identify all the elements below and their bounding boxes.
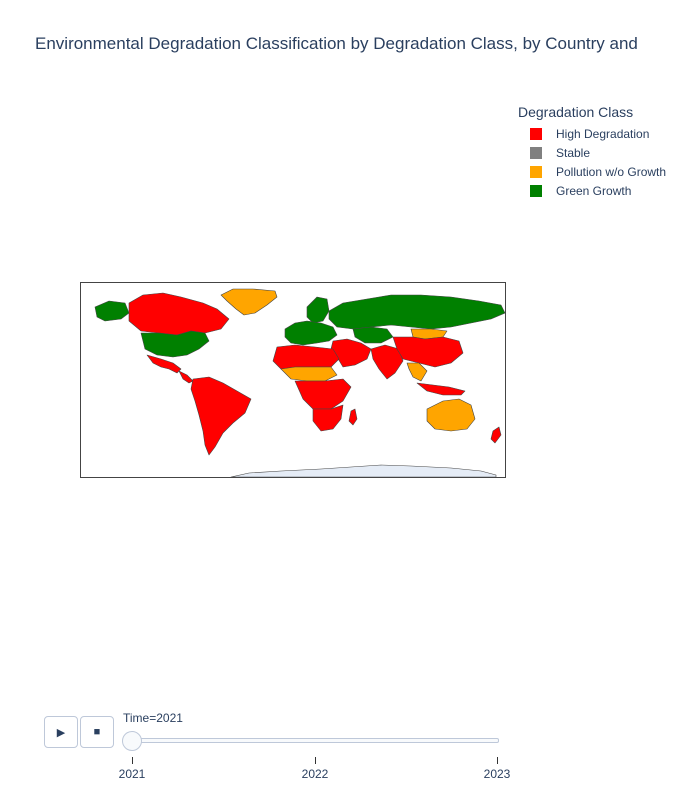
region-southern-africa[interactable] xyxy=(312,404,344,432)
slider-handle[interactable] xyxy=(122,731,142,751)
play-icon: ▶ xyxy=(56,726,66,739)
region-russia[interactable] xyxy=(328,294,505,330)
slider-step-2021[interactable]: 2021 xyxy=(118,767,146,781)
world-map[interactable] xyxy=(80,282,506,478)
legend-item-pollution-without-growth[interactable]: Pollution w/o Growth xyxy=(530,162,666,181)
region-indonesia[interactable] xyxy=(416,382,466,396)
region-mexico[interactable] xyxy=(146,354,182,374)
region-alaska[interactable] xyxy=(94,300,130,322)
region-europe[interactable] xyxy=(284,320,338,346)
stop-button[interactable]: ■ xyxy=(80,716,114,748)
region-scandinavia[interactable] xyxy=(306,296,330,324)
legend-label: Green Growth xyxy=(556,183,632,198)
slider-tick xyxy=(497,757,498,764)
legend-swatch-stable xyxy=(530,146,542,159)
legend-item-stable[interactable]: Stable xyxy=(530,143,666,162)
region-antarctica[interactable] xyxy=(230,464,497,477)
region-new-zealand[interactable] xyxy=(490,426,502,444)
legend-title: Degradation Class xyxy=(518,104,634,120)
region-china[interactable] xyxy=(392,336,464,368)
region-canada[interactable] xyxy=(128,292,230,336)
chart-title: Environmental Degradation Classification… xyxy=(35,34,638,53)
slider-step-2022[interactable]: 2022 xyxy=(301,767,329,781)
region-north-africa[interactable] xyxy=(272,344,340,370)
slider-tick xyxy=(315,757,316,764)
region-central-america[interactable] xyxy=(178,370,194,384)
legend-item-high-degradation[interactable]: High Degradation xyxy=(530,124,666,143)
stop-icon: ■ xyxy=(93,726,101,738)
region-greenland[interactable] xyxy=(220,288,278,316)
slider-step-2023[interactable]: 2023 xyxy=(483,767,511,781)
legend-item-green-growth[interactable]: Green Growth xyxy=(530,181,666,200)
legend: Degradation Class High Degradation Stabl… xyxy=(518,104,666,200)
legend-swatch-pollution-without-growth xyxy=(530,165,542,178)
region-united-states[interactable] xyxy=(140,330,210,358)
play-button[interactable]: ▶ xyxy=(44,716,78,748)
region-madagascar[interactable] xyxy=(348,408,358,426)
region-south-america[interactable] xyxy=(190,376,252,456)
region-southeast-asia[interactable] xyxy=(406,362,428,382)
region-australia[interactable] xyxy=(426,398,476,432)
slider-tick xyxy=(132,757,133,764)
legend-label: High Degradation xyxy=(556,126,650,141)
map-canvas xyxy=(94,288,505,477)
region-south-asia[interactable] xyxy=(370,344,404,380)
region-central-asia[interactable] xyxy=(352,326,394,344)
legend-label: Stable xyxy=(556,145,591,160)
legend-swatch-high-degradation xyxy=(530,127,542,140)
slider-current-value: Time=2021 xyxy=(123,711,183,725)
region-sahel[interactable] xyxy=(280,366,338,382)
region-central-africa[interactable] xyxy=(294,378,352,410)
legend-swatch-green-growth xyxy=(530,184,542,197)
slider-rail[interactable] xyxy=(128,738,499,743)
legend-label: Pollution w/o Growth xyxy=(556,164,667,179)
